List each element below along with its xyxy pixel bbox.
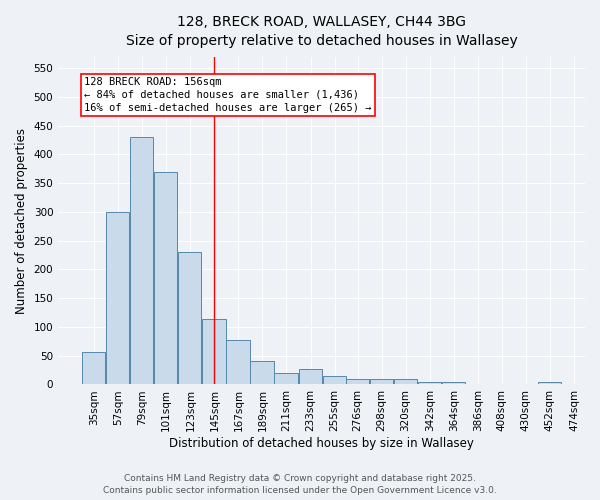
Bar <box>299 369 322 384</box>
Bar <box>538 382 561 384</box>
Y-axis label: Number of detached properties: Number of detached properties <box>15 128 28 314</box>
Bar <box>250 362 274 384</box>
Bar <box>106 212 130 384</box>
Text: 128 BRECK ROAD: 156sqm
← 84% of detached houses are smaller (1,436)
16% of semi-: 128 BRECK ROAD: 156sqm ← 84% of detached… <box>84 76 372 113</box>
Bar <box>130 137 154 384</box>
Bar <box>442 382 465 384</box>
Bar <box>418 382 441 384</box>
Bar <box>394 380 417 384</box>
Text: Contains HM Land Registry data © Crown copyright and database right 2025.
Contai: Contains HM Land Registry data © Crown c… <box>103 474 497 495</box>
X-axis label: Distribution of detached houses by size in Wallasey: Distribution of detached houses by size … <box>169 437 474 450</box>
Bar <box>274 373 298 384</box>
Bar <box>346 378 368 384</box>
Bar <box>82 352 105 384</box>
Bar <box>178 252 202 384</box>
Bar <box>154 172 178 384</box>
Title: 128, BRECK ROAD, WALLASEY, CH44 3BG
Size of property relative to detached houses: 128, BRECK ROAD, WALLASEY, CH44 3BG Size… <box>126 15 517 48</box>
Bar <box>226 340 250 384</box>
Bar <box>323 376 346 384</box>
Bar <box>202 320 226 384</box>
Bar <box>370 380 393 384</box>
